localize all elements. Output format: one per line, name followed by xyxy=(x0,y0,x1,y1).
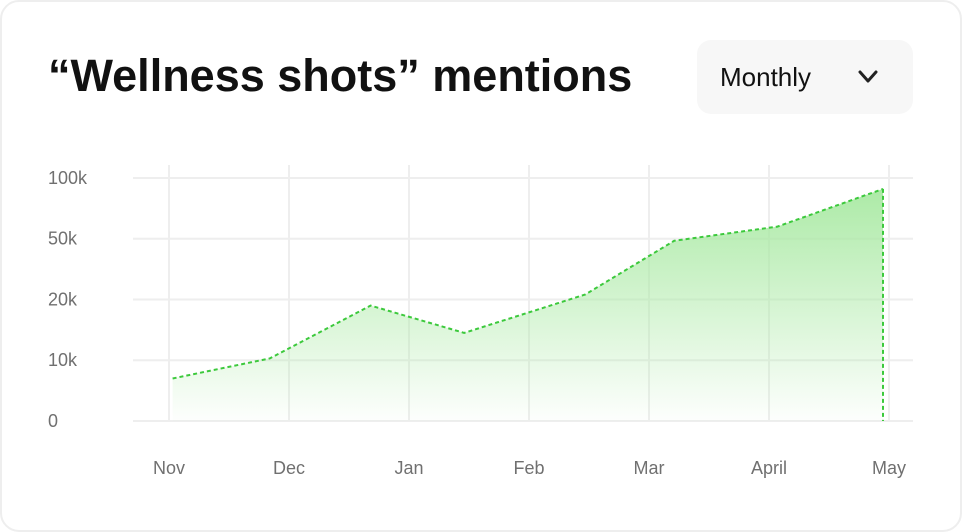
dropdown-label[interactable]: Monthly xyxy=(720,62,811,92)
line xyxy=(172,187,884,380)
dropdown-box[interactable] xyxy=(697,40,913,114)
chevron[interactable] xyxy=(858,70,878,83)
x-tick-label: April xyxy=(751,458,787,478)
y-tick-label: 100k xyxy=(48,168,88,188)
y-tick-label: 20k xyxy=(48,289,78,309)
area xyxy=(172,188,884,421)
x-tick-label: Dec xyxy=(273,458,305,478)
chart-title: “Wellness shots” mentions xyxy=(48,50,632,101)
y-tick-label: 10k xyxy=(48,350,78,370)
x-tick-label: Jan xyxy=(394,458,423,478)
dropdown[interactable]: Monthly xyxy=(697,40,913,114)
y-tick-label: 50k xyxy=(48,229,78,249)
x-tick-label: Nov xyxy=(153,458,185,478)
x-tick-label: Feb xyxy=(513,458,544,478)
x-tick-label: May xyxy=(872,458,906,478)
y-tick-label: 0 xyxy=(48,411,58,431)
x-tick-label: Mar xyxy=(634,458,665,478)
